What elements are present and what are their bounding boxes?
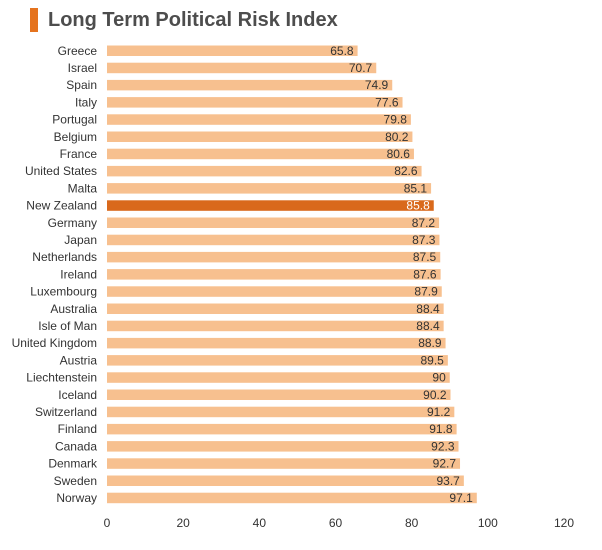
bar-luxembourg	[107, 286, 442, 297]
value-label: 87.6	[413, 267, 437, 281]
x-tick-label: 60	[329, 516, 343, 530]
value-label: 87.5	[413, 250, 437, 264]
bar-ireland	[107, 269, 441, 280]
category-label: Finland	[58, 422, 97, 436]
bar-belgium	[107, 131, 413, 142]
category-label: Switzerland	[35, 405, 97, 419]
bar-japan	[107, 234, 440, 246]
category-label: Israel	[68, 61, 97, 75]
bar-spain	[107, 79, 393, 91]
bar-isle-of-man	[107, 320, 444, 332]
value-label: 87.3	[412, 233, 436, 247]
value-label: 80.6	[387, 147, 411, 161]
value-label: 89.5	[420, 353, 444, 367]
bar-sweden	[107, 475, 464, 486]
bar-netherlands	[107, 251, 441, 263]
x-tick-label: 40	[253, 516, 267, 530]
bar-israel	[107, 62, 377, 74]
category-label: Ireland	[60, 267, 97, 281]
chart-title: Long Term Political Risk Index	[48, 9, 338, 31]
x-tick-label: 100	[478, 516, 498, 530]
bar-australia	[107, 303, 444, 314]
category-label: Greece	[58, 44, 98, 58]
x-tick-label: 120	[554, 516, 574, 530]
title-accent-bar	[30, 8, 38, 32]
value-label: 90	[432, 371, 446, 385]
bar-austria	[107, 355, 448, 366]
bar-greece	[107, 45, 358, 56]
category-label: Germany	[48, 216, 97, 230]
value-label: 90.2	[423, 388, 447, 402]
category-label: Austria	[60, 353, 98, 367]
bar-norway	[107, 492, 477, 504]
value-label: 91.2	[427, 405, 451, 419]
value-label: 88.4	[416, 319, 440, 333]
value-label: 92.3	[431, 439, 455, 453]
category-label: Norway	[56, 491, 97, 505]
category-label: Sweden	[54, 474, 97, 488]
category-label: Netherlands	[32, 250, 97, 264]
value-label: 93.7	[436, 474, 460, 488]
category-label: Italy	[75, 95, 97, 109]
bar-finland	[107, 423, 457, 435]
bar-italy	[107, 97, 403, 108]
category-label: Australia	[50, 302, 97, 316]
value-label: 85.1	[404, 181, 428, 195]
category-label: United States	[25, 164, 97, 178]
bar-new-zealand	[107, 200, 434, 211]
bar-denmark	[107, 458, 461, 469]
value-label: 88.4	[416, 302, 440, 316]
category-label: Luxembourg	[30, 285, 97, 299]
bar-germany	[107, 217, 440, 228]
value-label: 97.1	[449, 491, 473, 505]
bar-liechtenstein	[107, 372, 450, 383]
bar-malta	[107, 183, 432, 194]
value-label: 92.7	[433, 457, 457, 471]
x-tick-label: 80	[405, 516, 419, 530]
value-label: 65.8	[330, 44, 354, 58]
value-label: 91.8	[429, 422, 453, 436]
x-tick-label: 0	[104, 516, 111, 530]
category-label: Liechtenstein	[26, 371, 97, 385]
bar-canada	[107, 441, 459, 452]
bar-united-states	[107, 165, 422, 177]
category-label: Spain	[66, 78, 97, 92]
bar-united-kingdom	[107, 337, 446, 349]
bar-portugal	[107, 114, 411, 125]
value-label: 77.6	[375, 95, 399, 109]
category-label: France	[60, 147, 98, 161]
category-label: Malta	[68, 181, 98, 195]
category-label: United Kingdom	[12, 336, 97, 350]
category-label: Iceland	[58, 388, 97, 402]
value-label: 82.6	[394, 164, 418, 178]
category-label: Belgium	[54, 130, 97, 144]
value-label: 80.2	[385, 130, 409, 144]
bar-france	[107, 148, 414, 160]
category-label: Denmark	[48, 457, 98, 471]
value-label: 70.7	[349, 61, 373, 75]
value-label: 85.8	[406, 199, 430, 213]
bar-switzerland	[107, 406, 455, 418]
category-label: Japan	[64, 233, 97, 247]
bar-iceland	[107, 389, 451, 400]
category-label: Isle of Man	[38, 319, 97, 333]
value-label: 79.8	[384, 113, 408, 127]
value-label: 87.2	[412, 216, 436, 230]
value-label: 87.9	[414, 285, 438, 299]
category-label: New Zealand	[26, 199, 97, 213]
category-label: Portugal	[52, 113, 97, 127]
value-label: 74.9	[365, 78, 389, 92]
category-label: Canada	[55, 439, 97, 453]
value-label: 88.9	[418, 336, 442, 350]
x-tick-label: 20	[176, 516, 190, 530]
